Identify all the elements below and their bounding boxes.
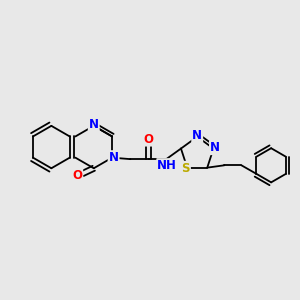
Text: N: N (89, 118, 99, 131)
Text: O: O (144, 133, 154, 146)
Text: S: S (182, 162, 190, 175)
Text: O: O (72, 169, 82, 182)
Text: N: N (210, 141, 220, 154)
Text: N: N (192, 129, 202, 142)
Text: N: N (109, 151, 118, 164)
Text: NH: NH (157, 159, 177, 172)
